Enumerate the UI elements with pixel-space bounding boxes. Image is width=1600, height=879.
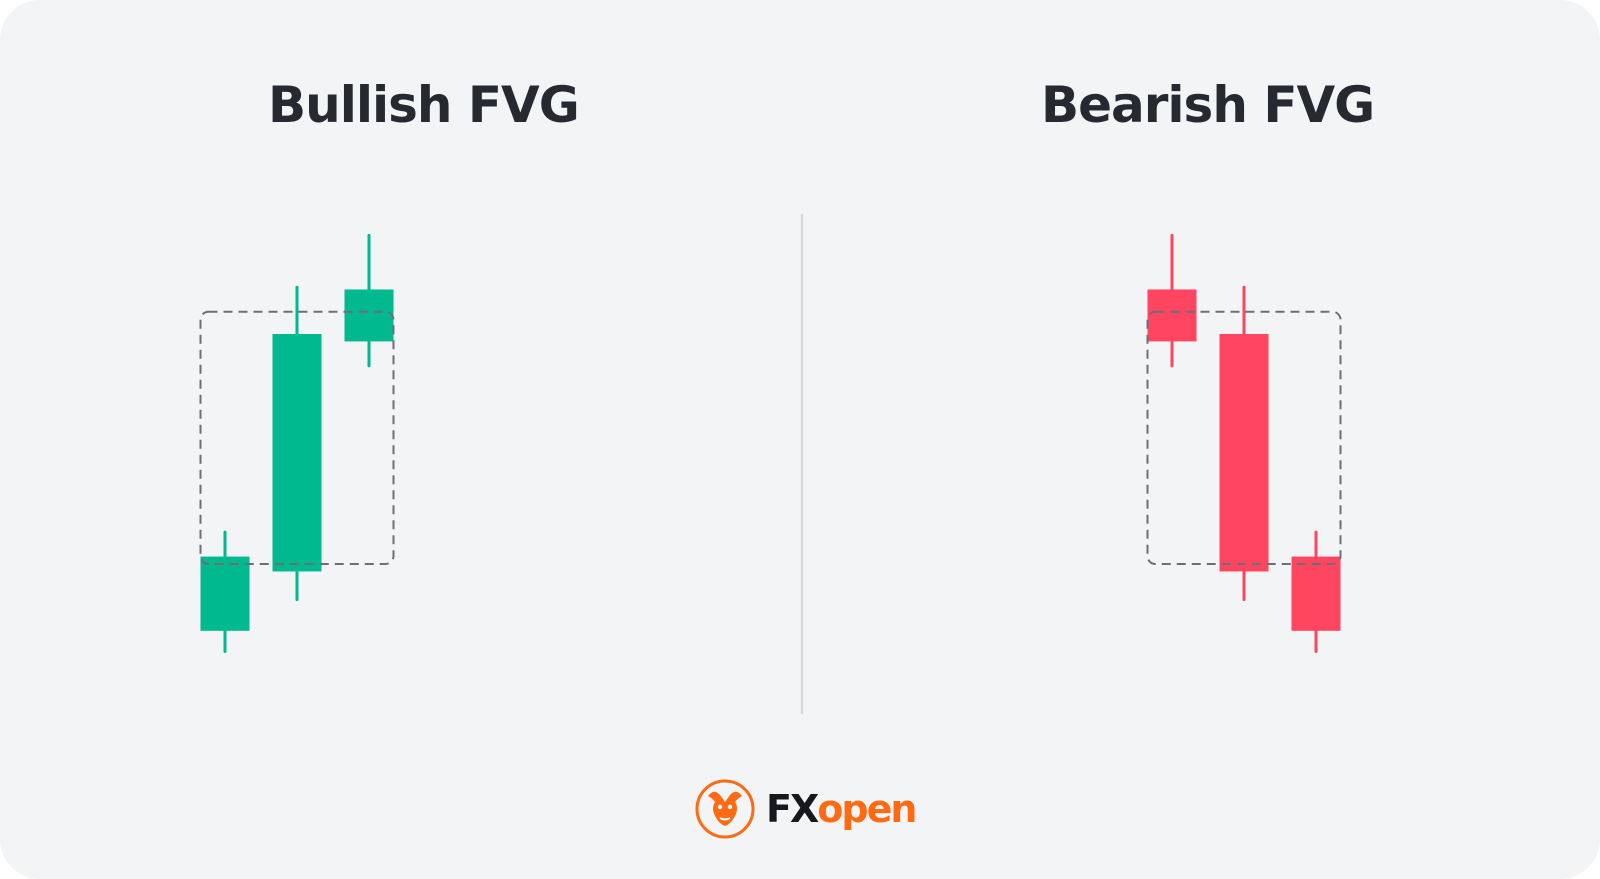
bull-head-icon (695, 779, 755, 839)
fxopen-logo: FXopen (694, 778, 917, 840)
logo-text-fx: FX (766, 787, 819, 831)
bearish-fvg-zone (1146, 310, 1342, 566)
logo-text-open: open (817, 787, 917, 831)
bearish-panel (1146, 233, 1342, 654)
bullish-fvg-title: Bullish FVG (268, 76, 580, 134)
logo-wordmark: FXopen (766, 787, 917, 831)
bullish-candle-3-body (344, 289, 394, 342)
panel-divider (801, 214, 803, 714)
bearish-candle-1-body (1147, 289, 1197, 342)
bullish-panel (199, 233, 395, 654)
bullish-candle-2-body (272, 334, 322, 572)
bearish-candle-3-body (1291, 556, 1341, 631)
bullish-candle-1-body (200, 556, 250, 631)
bearish-candle-2-body (1219, 334, 1269, 572)
bearish-fvg-title: Bearish FVG (1041, 76, 1375, 134)
bullish-fvg-zone (199, 310, 395, 566)
